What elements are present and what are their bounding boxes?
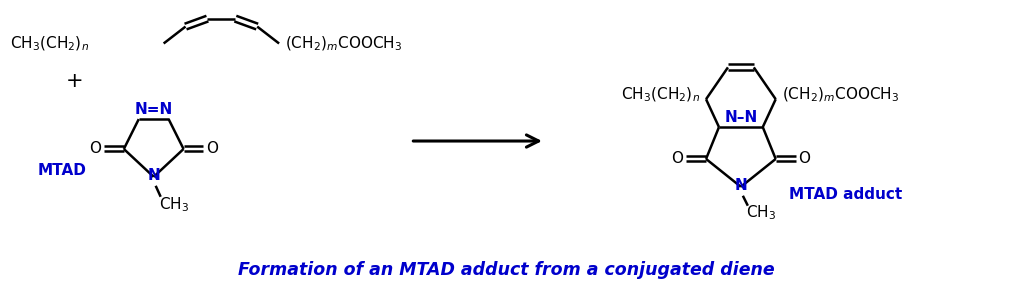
Text: N: N	[147, 168, 160, 183]
Text: N: N	[734, 178, 748, 193]
Text: (CH$_2$)$_m$COOCH$_3$: (CH$_2$)$_m$COOCH$_3$	[285, 34, 402, 53]
Text: +: +	[65, 71, 83, 91]
Text: CH$_3$: CH$_3$	[159, 195, 188, 214]
Text: O: O	[207, 141, 219, 157]
Text: Formation of an MTAD adduct from a conjugated diene: Formation of an MTAD adduct from a conju…	[238, 261, 775, 279]
Text: MTAD: MTAD	[37, 163, 86, 178]
Text: MTAD adduct: MTAD adduct	[789, 187, 902, 202]
Text: O: O	[89, 141, 101, 157]
Text: CH$_3$(CH$_2$)$_n$: CH$_3$(CH$_2$)$_n$	[10, 34, 89, 53]
Text: O: O	[672, 151, 683, 166]
Text: N–N: N–N	[724, 110, 758, 125]
Text: (CH$_2$)$_m$COOCH$_3$: (CH$_2$)$_m$COOCH$_3$	[782, 86, 899, 104]
Text: N=N: N=N	[135, 102, 173, 117]
Text: CH$_3$: CH$_3$	[746, 203, 776, 222]
Text: O: O	[798, 151, 810, 166]
Text: CH$_3$(CH$_2$)$_n$: CH$_3$(CH$_2$)$_n$	[621, 86, 700, 104]
